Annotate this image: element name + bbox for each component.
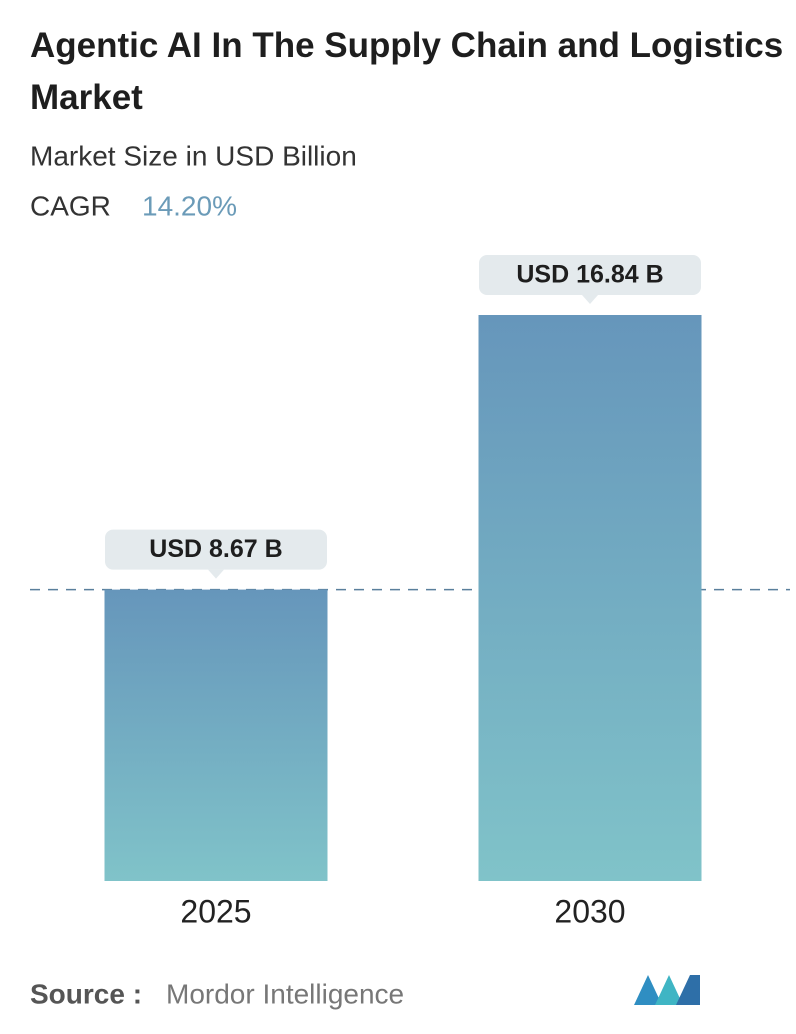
value-label-pointer	[582, 295, 598, 304]
bar	[478, 315, 702, 881]
cagr-value: 14.20%	[142, 190, 237, 221]
value-label: USD 16.84 B	[516, 261, 663, 289]
value-label-pointer	[208, 569, 224, 579]
source-label: Source :	[30, 978, 142, 1009]
value-label-box	[105, 529, 327, 570]
logo	[634, 975, 700, 1005]
value-label: USD 8.67 B	[149, 535, 282, 563]
value-label-box	[479, 255, 701, 295]
chart-subtitle: Market Size in USD Billion	[30, 140, 357, 171]
bar	[104, 589, 328, 881]
chart-title: Agentic AI In The Supply Chain and Logis…	[30, 26, 783, 117]
cagr-label: CAGR	[30, 190, 111, 221]
source-name: Mordor Intelligence	[166, 978, 404, 1009]
x-tick-label: 2030	[554, 893, 625, 929]
x-tick-label: 2025	[180, 893, 251, 929]
